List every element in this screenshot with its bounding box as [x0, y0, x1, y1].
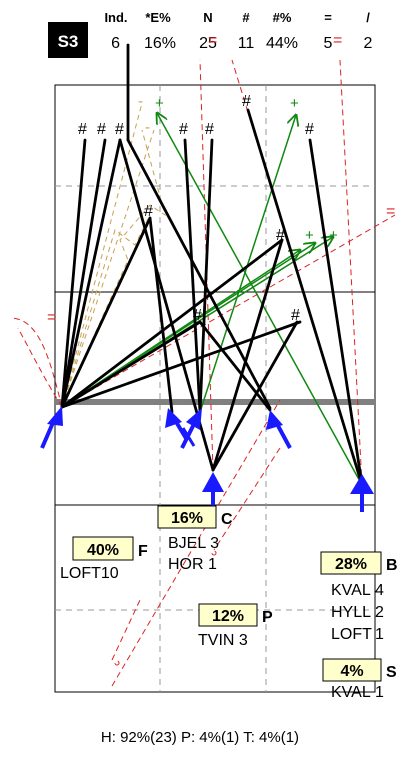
zone-s-letter: S: [386, 664, 397, 681]
hash-markers: # # # # # # # # # # #: [78, 93, 314, 324]
hash-marker: #: [115, 121, 124, 138]
hash-marker: #: [144, 203, 153, 220]
arrow-mid-right: [266, 410, 292, 449]
zone-b-item-count: 4: [375, 582, 384, 599]
stat-value-slash: 2: [364, 35, 373, 52]
zone-p-letter: P: [262, 609, 273, 626]
stat-header-e: *E%: [145, 10, 171, 25]
dash-markers: - -: [138, 93, 150, 136]
zone-c-item: BJEL 3: [168, 535, 219, 552]
blue-arrows: [40, 406, 374, 512]
hash-marker: #: [97, 121, 106, 138]
stat-header-hash-pct: #%: [273, 10, 292, 25]
zone-b-item-name: KVAL: [331, 582, 371, 599]
zone-labels: 16% C BJEL 3 HOR 1 40% F LOFT10 28% B KV…: [60, 505, 398, 701]
stat-value-n: 25: [199, 35, 217, 52]
equals-marker: =: [47, 309, 56, 326]
hash-marker: #: [291, 307, 300, 324]
zone-c-item: HOR 1: [168, 556, 217, 573]
zone-b-item-name: LOFT: [331, 626, 372, 643]
zone-s: 4% S KVAL 1: [322, 658, 397, 701]
dash-marker: -: [145, 119, 150, 136]
stat-header-slash: /: [366, 10, 370, 25]
hash-marker: #: [276, 227, 285, 244]
zone-s-item-name: KVAL: [331, 684, 371, 701]
tan-dashed-paths: [61, 102, 166, 408]
zone-b-letter: B: [386, 557, 398, 574]
zone-f-letter: F: [138, 543, 148, 560]
stat-header-equals: =: [324, 10, 332, 25]
arrow-mid-left: [165, 408, 189, 442]
zone-c-pct: 16%: [171, 510, 203, 527]
dash-marker: -: [138, 93, 143, 110]
stats-values: 6 16% 25 11 44% 5 2: [111, 35, 372, 52]
equals-markers: = = = =: [47, 32, 395, 326]
plus-markers: + + + +: [155, 95, 338, 244]
equals-marker: =: [386, 203, 395, 220]
plus-marker: +: [305, 227, 314, 244]
hash-marker: #: [179, 121, 188, 138]
hash-marker: #: [193, 307, 202, 324]
black-shot-paths: [60, 43, 364, 487]
plus-marker: +: [290, 95, 299, 112]
zone-p-item: TVIN 3: [198, 632, 248, 649]
arrow-bottom-center: [202, 472, 224, 506]
stat-value-e: 16%: [144, 35, 176, 52]
equals-marker: =: [333, 32, 342, 49]
set-badge: S3: [48, 22, 88, 58]
zone-f: 40% F LOFT10: [60, 536, 148, 582]
plus-marker: +: [155, 95, 164, 112]
stat-header-n: N: [203, 10, 212, 25]
stat-header-hash: #: [242, 10, 250, 25]
hash-marker: #: [205, 121, 214, 138]
zone-b-item-count: 2: [375, 604, 384, 621]
zone-b-item-name: HYLL: [331, 604, 371, 621]
zone-c: 16% C BJEL 3 HOR 1: [157, 505, 233, 573]
stat-value-hash: 11: [238, 35, 255, 52]
zone-s-pct: 4%: [340, 663, 363, 680]
zone-b-pct: 28%: [335, 556, 367, 573]
zone-b: 28% B KVAL 4 HYLL 2 LOFT 1: [320, 551, 398, 643]
arrow-bottom-right: [350, 474, 374, 512]
stats-header: Ind. *E% N # #% = /: [104, 10, 370, 25]
zone-c-letter: C: [221, 511, 233, 528]
arrow-left: [40, 406, 63, 449]
footer-summary: H: 92%(23) P: 4%(1) T: 4%(1): [101, 729, 299, 746]
hash-marker: #: [305, 121, 314, 138]
grid-lines: [55, 85, 375, 692]
arrow-mid-cross: [180, 408, 202, 449]
plus-marker: +: [329, 227, 338, 244]
zone-b-item-count: 1: [375, 626, 384, 643]
hash-marker: #: [242, 93, 251, 110]
zone-f-pct: 40%: [87, 542, 119, 559]
stat-value-ind: 6: [111, 35, 120, 52]
stat-header-ind: Ind.: [104, 10, 127, 25]
set-badge-label: S3: [58, 32, 79, 51]
zone-s-item-count: 1: [375, 684, 384, 701]
stat-value-equals: 5: [324, 35, 333, 52]
stat-value-hash-pct: 44%: [266, 35, 298, 52]
hash-marker: #: [78, 121, 87, 138]
zone-f-item: LOFT10: [60, 565, 119, 582]
equals-marker: =: [208, 32, 217, 49]
zone-p-pct: 12%: [212, 608, 244, 625]
zone-p: 12% P TVIN 3: [198, 603, 273, 649]
